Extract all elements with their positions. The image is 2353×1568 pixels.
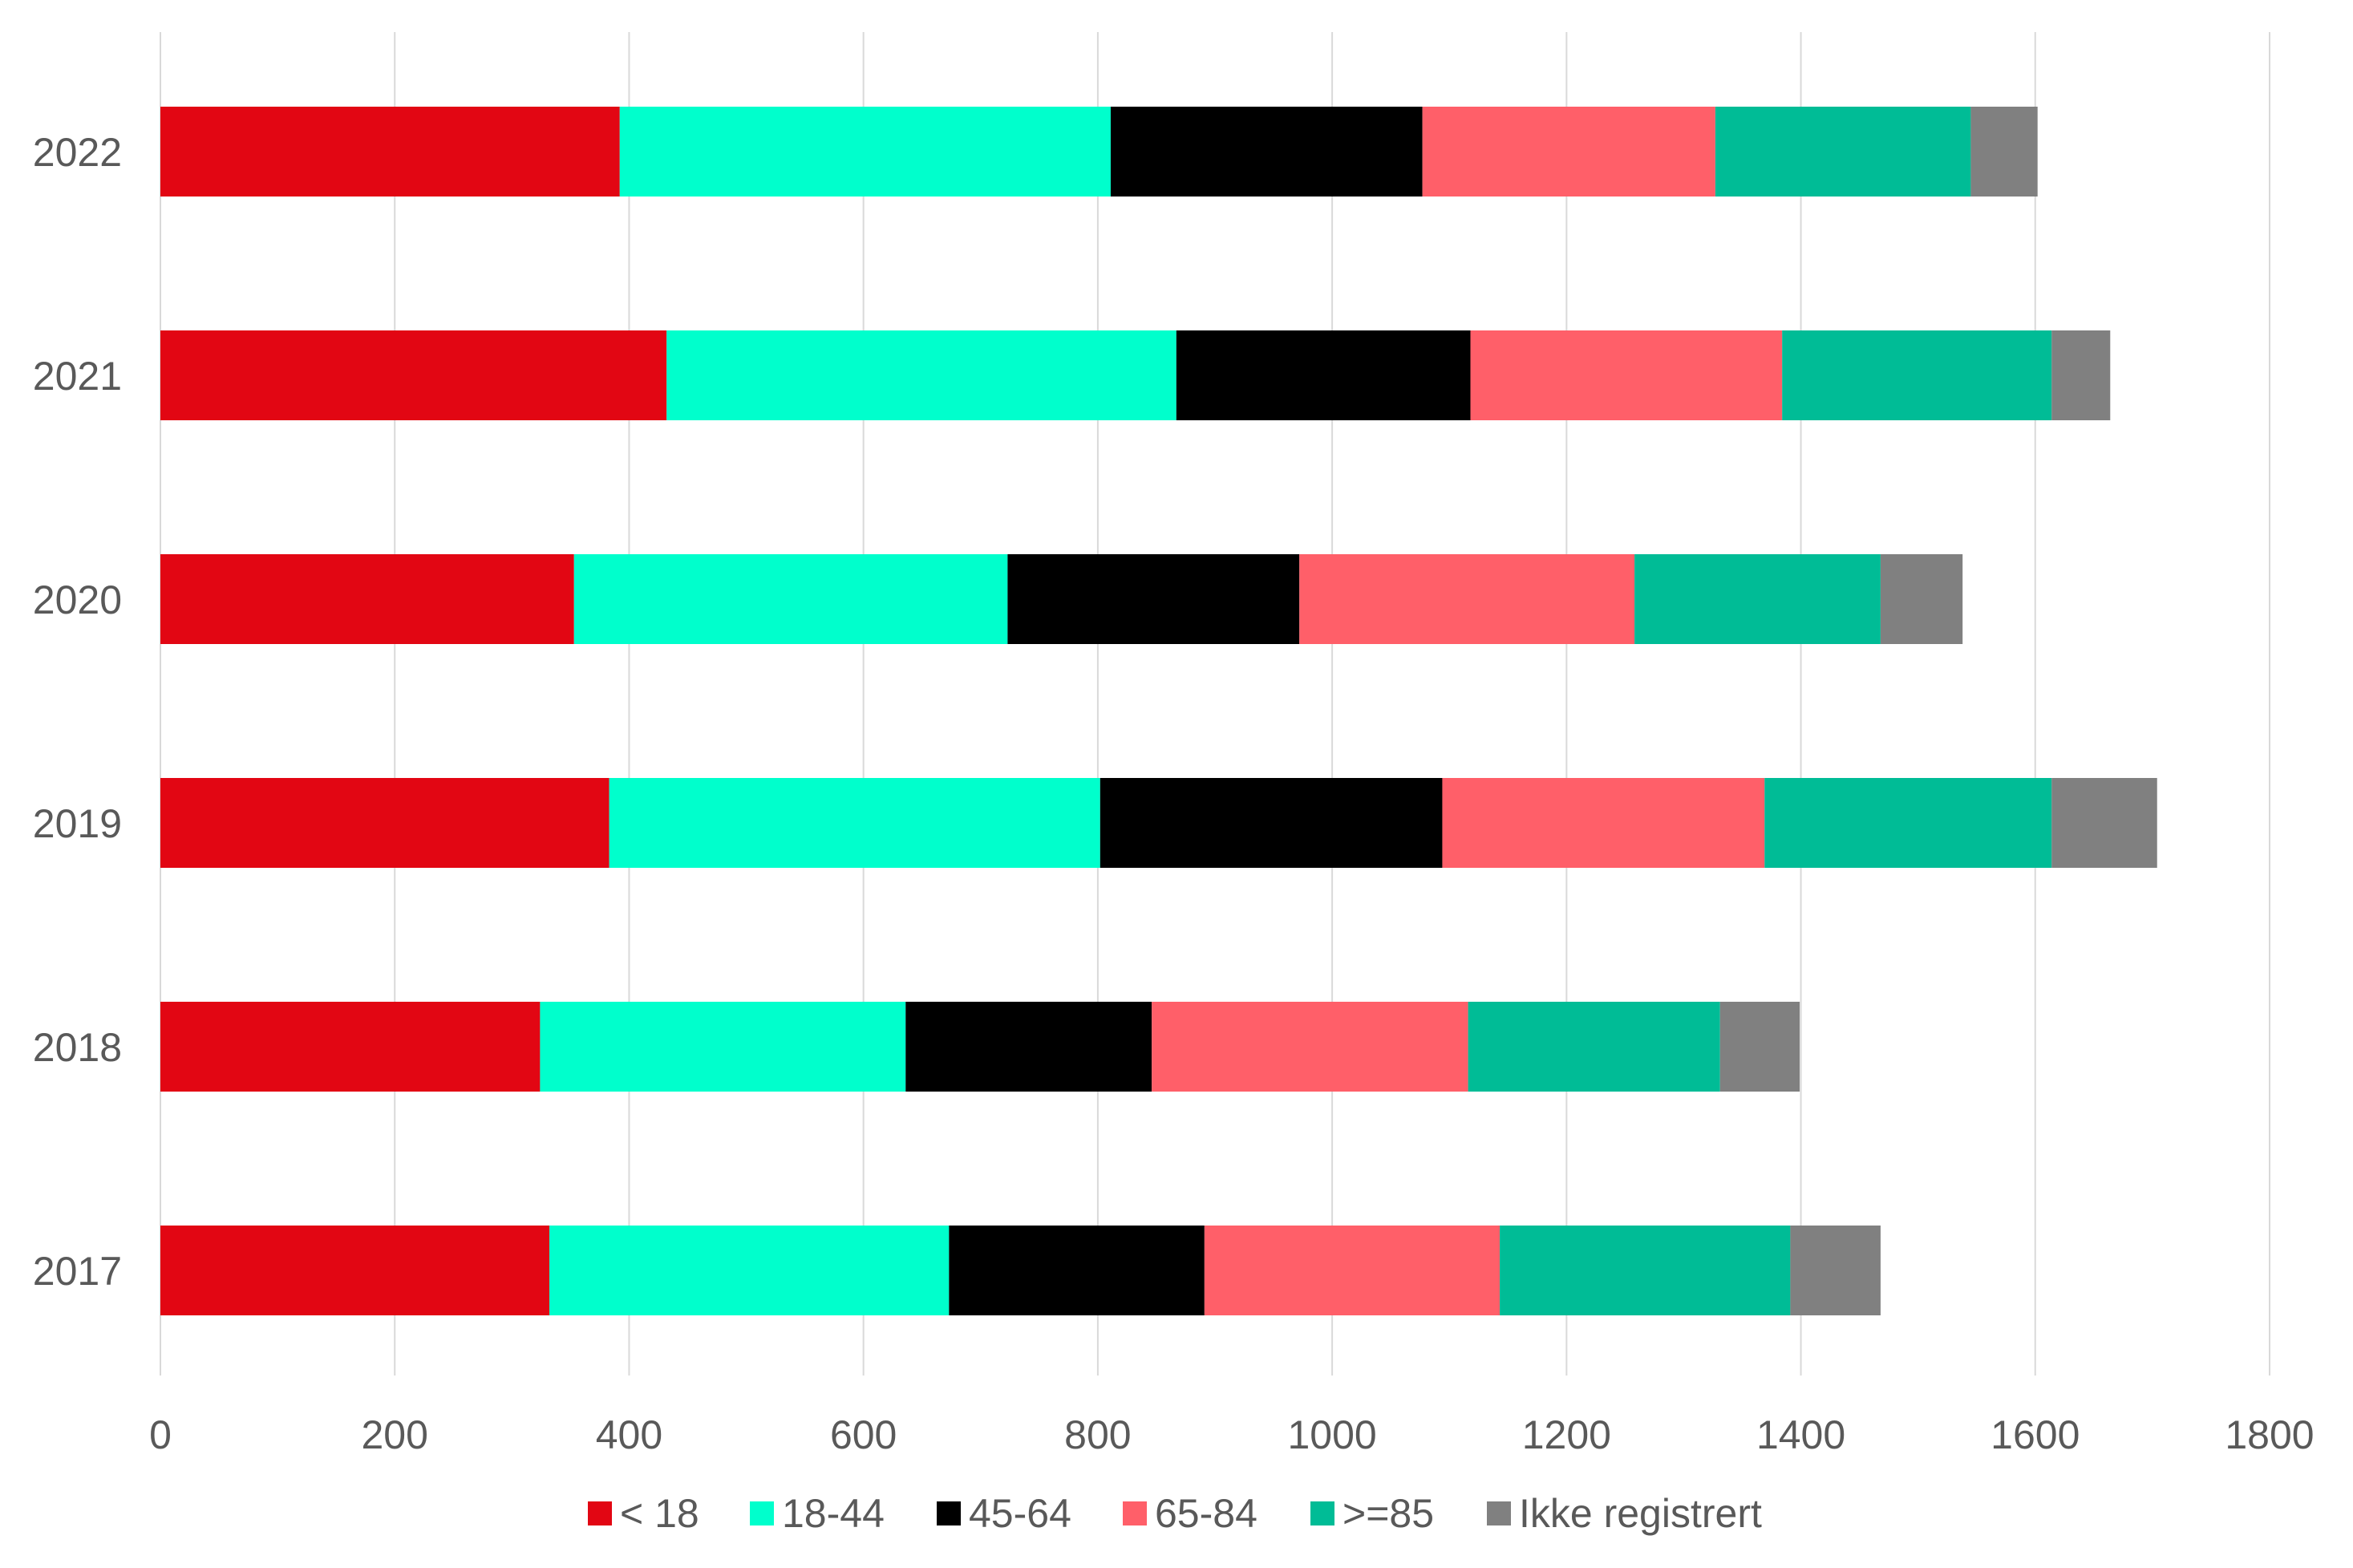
x-tick-label: 1400 bbox=[1756, 1412, 1845, 1457]
bar-2022-0 bbox=[160, 107, 620, 197]
x-tick-label: 800 bbox=[1064, 1412, 1131, 1457]
x-tick-label: 1200 bbox=[1522, 1412, 1611, 1457]
bar-2020-4 bbox=[1634, 554, 1881, 644]
bars bbox=[160, 107, 2157, 1315]
legend-label: < 18 bbox=[620, 1491, 699, 1536]
bar-2018-3 bbox=[1152, 1002, 1468, 1092]
bar-2019-1 bbox=[609, 778, 1100, 868]
y-tick-label: 2019 bbox=[33, 801, 122, 846]
legend-swatch bbox=[937, 1501, 961, 1525]
bar-2019-0 bbox=[160, 778, 610, 868]
bar-2021-4 bbox=[1782, 330, 2052, 420]
bar-2017-2 bbox=[949, 1226, 1205, 1315]
legend: < 18 18-44 45-64 65-84 >=85 Ikke registrert bbox=[588, 1491, 1762, 1536]
bar-2021-0 bbox=[160, 330, 667, 420]
grid bbox=[160, 32, 2270, 1376]
x-tick-label: 1000 bbox=[1287, 1412, 1376, 1457]
bar-2022-2 bbox=[1110, 107, 1423, 197]
bar-2018-1 bbox=[540, 1002, 906, 1092]
bar-2017-5 bbox=[1790, 1226, 1881, 1315]
bar-2022-1 bbox=[619, 107, 1111, 197]
bar-2021-2 bbox=[1176, 330, 1471, 420]
bar-2022-4 bbox=[1715, 107, 1971, 197]
bar-2018-5 bbox=[1719, 1002, 1800, 1092]
y-tick-label: 2017 bbox=[33, 1249, 122, 1294]
bar-2022-5 bbox=[1970, 107, 2038, 197]
legend-swatch bbox=[750, 1501, 774, 1525]
bar-2019-3 bbox=[1442, 778, 1765, 868]
bar-2018-4 bbox=[1468, 1002, 1720, 1092]
y-tick-label: 2018 bbox=[33, 1025, 122, 1070]
legend-swatch bbox=[588, 1501, 612, 1525]
legend-label: >=85 bbox=[1343, 1491, 1434, 1536]
legend-swatch bbox=[1487, 1501, 1511, 1525]
bar-2020-1 bbox=[573, 554, 1008, 644]
bar-2021-3 bbox=[1470, 330, 1783, 420]
bar-2019-2 bbox=[1100, 778, 1443, 868]
x-axis-labels: 0 200 400 600 800 1000 1200 1400 1600 1800 bbox=[149, 1412, 2315, 1457]
legend-label: 65-84 bbox=[1155, 1491, 1257, 1536]
bar-2020-0 bbox=[160, 554, 574, 644]
y-axis-labels: 2022 2021 2020 2019 2018 2017 bbox=[33, 130, 122, 1294]
legend-swatch bbox=[1310, 1501, 1334, 1525]
bar-2017-1 bbox=[549, 1226, 950, 1315]
bar-2019-4 bbox=[1764, 778, 2052, 868]
bar-2018-2 bbox=[905, 1002, 1152, 1092]
legend-label: Ikke registrert bbox=[1519, 1491, 1762, 1536]
x-tick-label: 1600 bbox=[1991, 1412, 2080, 1457]
bar-2018-0 bbox=[160, 1002, 541, 1092]
y-tick-label: 2020 bbox=[33, 577, 122, 622]
bar-2019-5 bbox=[2051, 778, 2157, 868]
bar-2021-5 bbox=[2051, 330, 2111, 420]
y-tick-label: 2021 bbox=[33, 354, 122, 399]
bar-2020-3 bbox=[1299, 554, 1635, 644]
legend-swatch bbox=[1123, 1501, 1147, 1525]
bar-2017-3 bbox=[1204, 1226, 1500, 1315]
bar-2020-5 bbox=[1880, 554, 1963, 644]
legend-label: 18-44 bbox=[782, 1491, 885, 1536]
legend-label: 45-64 bbox=[969, 1491, 1071, 1536]
x-tick-label: 0 bbox=[149, 1412, 172, 1457]
x-tick-label: 1800 bbox=[2225, 1412, 2314, 1457]
x-tick-label: 400 bbox=[596, 1412, 662, 1457]
bar-2017-4 bbox=[1500, 1226, 1791, 1315]
bar-2022-3 bbox=[1422, 107, 1715, 197]
bar-2017-0 bbox=[160, 1226, 550, 1315]
y-tick-label: 2022 bbox=[33, 130, 122, 175]
x-tick-label: 200 bbox=[362, 1412, 428, 1457]
bar-2021-1 bbox=[666, 330, 1176, 420]
x-tick-label: 600 bbox=[830, 1412, 897, 1457]
bar-2020-2 bbox=[1007, 554, 1300, 644]
